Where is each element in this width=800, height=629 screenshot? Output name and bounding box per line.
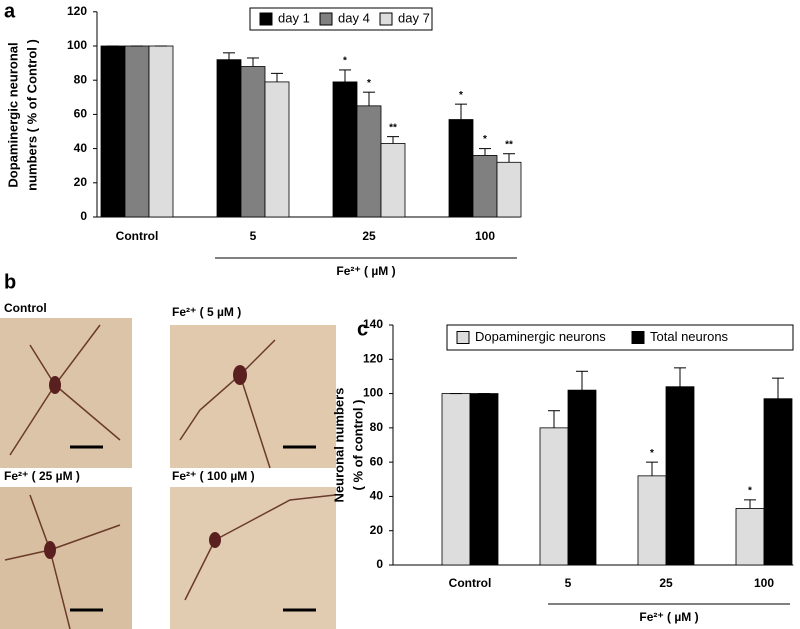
bar (264, 81, 290, 218)
y-tick-label: 20 (74, 175, 88, 189)
x-tick-label: Control (449, 576, 492, 590)
bar (240, 66, 266, 218)
bar (124, 45, 150, 218)
bar (637, 475, 667, 566)
y-tick-label: 100 (363, 386, 383, 400)
significance-label: * (367, 78, 371, 89)
bar (665, 386, 695, 566)
y-tick-label: 0 (80, 209, 87, 223)
y-tick-label: 60 (74, 107, 88, 121)
legend-label: day 7 (398, 10, 430, 25)
micrograph-caption: Fe²⁺ ( 5 µM ) (172, 305, 241, 319)
micrograph-caption: Fe²⁺ ( 25 µM ) (4, 469, 80, 483)
neurons (4, 324, 336, 629)
significance-label: * (343, 56, 347, 67)
bar (472, 155, 498, 218)
bar (356, 105, 382, 218)
bar (448, 119, 474, 218)
x-tick-label: 25 (659, 576, 673, 590)
x-tick-label: 5 (250, 229, 257, 243)
significance-label: * (459, 90, 463, 101)
cell-bodies (44, 365, 247, 559)
legend-swatch (379, 12, 393, 26)
legend-label: day 1 (278, 10, 310, 25)
micrograph (170, 487, 336, 629)
bar (567, 389, 597, 566)
y-axis-label: Dopaminergic neuronal (5, 42, 20, 187)
legend-box (446, 324, 794, 351)
y-tick-label: 120 (67, 4, 87, 18)
legend-label: Dopaminergic neurons (475, 329, 606, 344)
bar (469, 393, 499, 566)
x-tick-label: 100 (754, 576, 774, 590)
y-axis-label: Neuronal numbers (331, 388, 346, 503)
legend-label: Total neurons (650, 329, 729, 344)
x-axis-label: Fe²⁺ ( µM ) (336, 264, 395, 278)
significance-label: * (483, 134, 487, 145)
significance-label: * (650, 448, 654, 459)
bar (735, 508, 765, 566)
y-tick-label: 120 (363, 351, 383, 365)
legend-label: day 4 (338, 10, 370, 25)
bar (380, 143, 406, 218)
y-axis-label: ( % of control ) (350, 400, 365, 491)
bar (496, 161, 522, 218)
x-tick-label: 100 (475, 229, 495, 243)
micrograph-caption: Fe²⁺ ( 100 µM ) (172, 469, 255, 483)
micrograph (0, 318, 132, 468)
y-tick-label: 100 (67, 38, 87, 52)
y-tick-label: 0 (376, 557, 383, 571)
legend-swatch (259, 12, 273, 26)
micrograph (170, 325, 336, 468)
significance-label: * (748, 485, 752, 496)
y-axis-label: numbers ( % of Control ) (24, 39, 39, 191)
bar (148, 45, 174, 218)
micrograph (0, 487, 132, 629)
y-tick-label: 40 (370, 489, 384, 503)
x-tick-label: 5 (565, 576, 572, 590)
bar (216, 59, 242, 218)
significance-label: ** (505, 139, 513, 150)
micrographs: Control Fe²⁺ ( 5 µM ) Fe²⁺ ( 25 µM ) Fe²… (0, 301, 336, 629)
y-tick-label: 80 (74, 72, 88, 86)
x-tick-label: 25 (362, 229, 376, 243)
panel-label: b (4, 271, 16, 293)
bar (332, 81, 358, 218)
y-tick-label: 140 (363, 317, 383, 331)
legend-swatch (631, 331, 645, 344)
legend-swatch (319, 12, 333, 26)
legend-swatch (456, 331, 470, 344)
scale-bars (70, 445, 316, 612)
panel-label: a (4, 0, 16, 22)
significance-label: ** (389, 122, 397, 133)
x-tick-label: Control (116, 229, 159, 243)
panel-label: c (357, 318, 368, 340)
bar (539, 427, 569, 566)
y-tick-label: 80 (370, 420, 384, 434)
y-tick-label: 60 (370, 454, 384, 468)
bar (441, 393, 471, 566)
bar (100, 45, 126, 218)
x-axis-label: Fe²⁺ ( µM ) (639, 610, 698, 624)
micrograph-caption: Control (4, 301, 47, 315)
y-tick-label: 20 (370, 523, 384, 537)
y-tick-label: 40 (74, 141, 88, 155)
bar (763, 398, 793, 566)
